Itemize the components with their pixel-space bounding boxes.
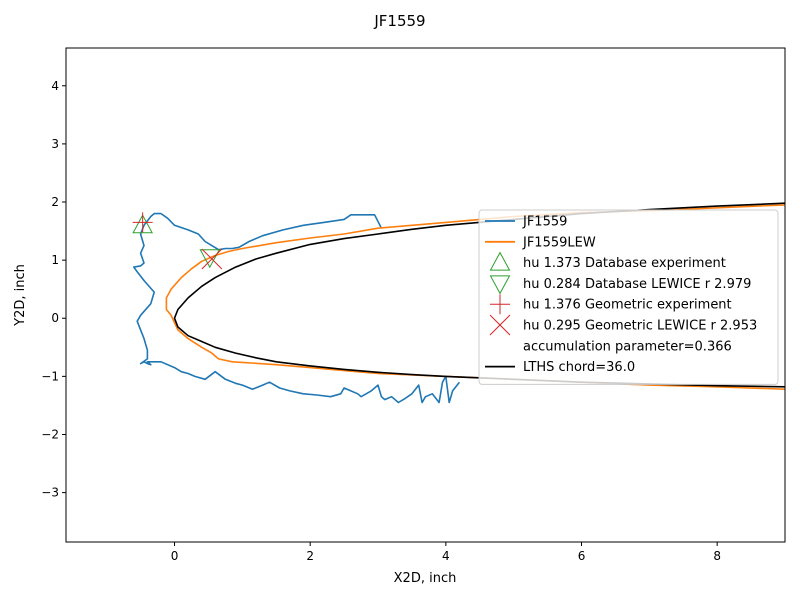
plot-frame <box>65 47 786 543</box>
marker-hu-0-295-geometric-lewice-r-2-953 <box>201 248 223 270</box>
marker-hu-0-284-database-lewice-r-2-979 <box>199 249 221 269</box>
x-axis-label: X2D, inch <box>394 571 457 586</box>
legend-entry-lths-chord-36-0: LTHS chord=36.0 <box>523 360 635 375</box>
legend-entry-hu-1-373-database-experiment: hu 1.373 Database experiment <box>523 256 726 271</box>
y-tick-label: −1 <box>41 369 59 383</box>
legend-entry-hu-1-376-geometric-experiment: hu 1.376 Geometric experiment <box>523 298 732 313</box>
marker-hu-1-376-geometric-experiment <box>132 212 153 233</box>
x-tick-label: 0 <box>171 549 179 563</box>
legend-entry-jf1559lew: JF1559LEW <box>522 235 596 250</box>
legend-entry-hu-1-376-geometric-experiment-swatch <box>490 294 510 315</box>
legend: JF1559 JF1559LEW hu 1.373 Database experim… <box>478 209 779 385</box>
legend-entry-hu-0-284-database-lewice-r-2-979-swatch <box>489 275 511 295</box>
y-tick-label: 1 <box>51 253 59 267</box>
chart-title: JF1559 <box>373 12 425 30</box>
y-tick-label: 3 <box>51 137 59 151</box>
x-tick-label: 6 <box>578 549 586 563</box>
y-tick-label: 0 <box>51 311 59 325</box>
legend-entry-accumulation-parameter-0-366: accumulation parameter=0.366 <box>523 339 732 354</box>
axis-ticks: 0 2 4 6 8 −3 −2 −1 0 1 2 3 4 <box>41 79 721 563</box>
y-axis-label: Y2D, inch <box>13 264 28 327</box>
x-tick-label: 8 <box>713 549 721 563</box>
legend-entry-hu-0-295-geometric-lewice-r-2-953: hu 0.295 Geometric LEWICE r 2.953 <box>523 319 757 334</box>
legend-entry-hu-0-284-database-lewice-r-2-979: hu 0.284 Database LEWICE r 2.979 <box>523 277 751 292</box>
x-tick-label: 4 <box>442 549 450 563</box>
series-line-jf1559 <box>133 212 461 404</box>
legend-entry-hu-0-295-geometric-lewice-r-2-953-swatch <box>489 314 511 336</box>
y-tick-label: −3 <box>41 486 59 500</box>
marker-hu-1-373-database-experiment <box>132 214 153 234</box>
plot-area <box>132 202 785 404</box>
y-tick-label: 2 <box>51 195 59 209</box>
series-line-jf1559lew <box>165 204 785 390</box>
y-tick-label: 4 <box>51 79 59 93</box>
y-tick-label: −2 <box>41 427 59 441</box>
series-line-lths-chord-36-0 <box>173 202 785 388</box>
x-tick-label: 2 <box>306 549 314 563</box>
legend-entry-hu-1-373-database-experiment-swatch <box>489 251 511 271</box>
legend-entry-jf1559: JF1559 <box>522 215 567 230</box>
legend-box <box>478 209 779 385</box>
